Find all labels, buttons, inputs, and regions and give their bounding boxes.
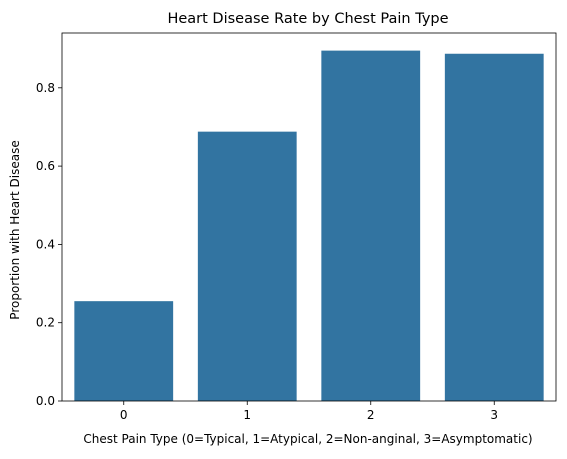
chart-title: Heart Disease Rate by Chest Pain Type xyxy=(167,11,448,27)
plot-frame xyxy=(61,32,557,402)
x-axis-ticks: 0 1 2 3 xyxy=(120,401,498,422)
x-tick-label: 3 xyxy=(490,408,498,422)
y-axis-label: Proportion with Heart Disease xyxy=(8,140,22,319)
x-tick-label: 2 xyxy=(367,408,375,422)
bar-2 xyxy=(321,50,421,402)
y-axis-ticks: 0.0 0.2 0.4 0.6 0.8 xyxy=(36,81,62,408)
bars-layer xyxy=(74,50,544,402)
x-axis-label: Chest Pain Type (0=Typical, 1=Atypical, … xyxy=(83,432,532,446)
bar-3 xyxy=(444,53,544,402)
y-tick-label: 0.2 xyxy=(36,316,55,330)
y-tick-label: 0.6 xyxy=(36,159,55,173)
x-tick-label: 0 xyxy=(120,408,128,422)
y-tick-label: 0.4 xyxy=(36,237,55,251)
y-tick-label: 0.8 xyxy=(36,81,55,95)
bar-0 xyxy=(74,301,174,401)
x-tick-label: 1 xyxy=(243,408,251,422)
y-tick-label: 0.0 xyxy=(36,394,55,408)
bar-1 xyxy=(197,131,297,401)
